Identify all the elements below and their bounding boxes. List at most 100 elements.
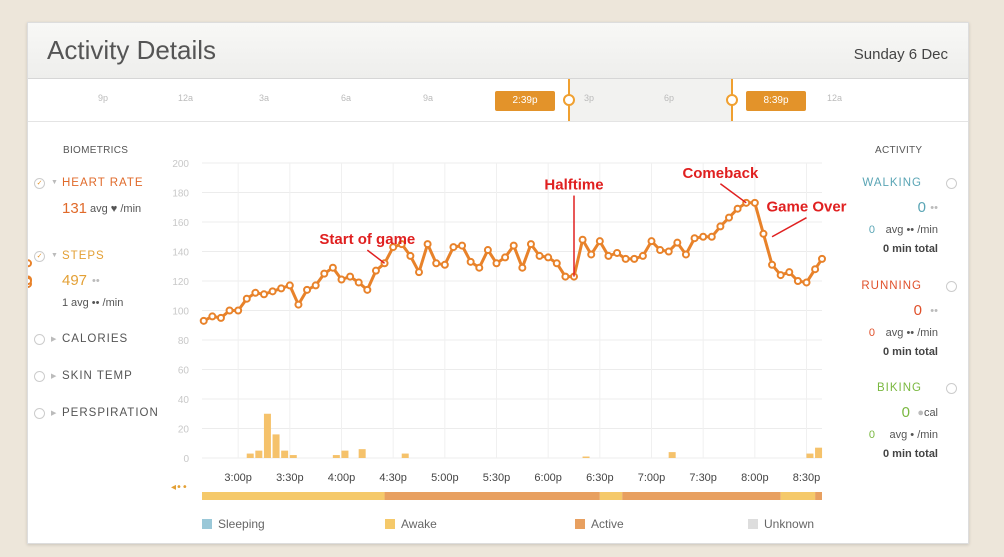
start-marker-handle[interactable]: [563, 94, 575, 106]
expand-triangle-icon[interactable]: ▶: [51, 373, 57, 380]
biking-check-icon[interactable]: [946, 383, 957, 394]
footprints-icon: ••: [930, 202, 938, 214]
heart-rate-point: [225, 306, 234, 315]
heart-rate-point: [397, 240, 406, 249]
steps-avg-value: 1: [62, 297, 69, 309]
activity-segment: [815, 492, 822, 500]
heart-rate-point: [260, 290, 268, 299]
heart-rate-point: [656, 246, 665, 255]
timeline-label: 9p: [98, 93, 109, 103]
heart-rate-point: [699, 232, 708, 241]
heart-rate-point: [630, 254, 639, 263]
y-tick-label: 100: [172, 307, 189, 318]
steps-avg-unit: avg •• /min: [71, 297, 124, 309]
y-tick-label: 120: [172, 277, 189, 288]
heart-rate-point: [526, 240, 535, 249]
heart-rate-point: [268, 287, 277, 296]
heart-rate-point: [320, 269, 329, 278]
x-tick-label: 4:00p: [328, 472, 356, 484]
y-tick-label: 180: [172, 189, 189, 200]
heart-rate-point: [303, 285, 312, 294]
biking-value-unit: cal: [923, 407, 938, 419]
timeline-label: 12a: [178, 93, 194, 103]
walking-check-icon[interactable]: [946, 178, 957, 189]
walking-avg-unit: avg •• /min: [885, 224, 938, 236]
expand-triangle-icon[interactable]: ▼: [51, 252, 58, 259]
timeline-scrubber[interactable]: 9p 12a 3a 6a 9a 3p 6p 12a 2:39p 8:39p: [28, 79, 968, 122]
expand-triangle-icon[interactable]: ▶: [51, 410, 57, 417]
activity-segment: [780, 492, 816, 500]
heart-rate-point: [28, 277, 32, 285]
steps-bar: [272, 434, 280, 458]
running-total: 0 min total: [882, 346, 938, 358]
biking-avg-unit: avg • /min: [889, 429, 938, 441]
heart-rate-point: [216, 313, 225, 322]
calories-label[interactable]: CALORIES: [62, 333, 129, 345]
running-label[interactable]: RUNNING: [861, 280, 922, 292]
expand-triangle-icon[interactable]: ▶: [51, 336, 57, 343]
steps-bar: [263, 413, 271, 458]
heart-rate-point: [501, 253, 510, 262]
steps-bar: [246, 453, 254, 458]
heart-rate-point: [466, 257, 475, 266]
heart-rate-point: [535, 251, 544, 260]
heart-rate-point: [802, 278, 811, 287]
biking-label[interactable]: BIKING: [877, 382, 922, 394]
end-time-flag[interactable]: 8:39p: [746, 91, 806, 111]
heart-rate-point: [475, 263, 484, 272]
steps-bar: [332, 455, 340, 458]
skin-temp-label[interactable]: SKIN TEMP: [62, 370, 133, 382]
heart-rate-point: [690, 234, 699, 243]
activity-heading: ACTIVITY: [875, 145, 923, 156]
heart-rate-point: [346, 272, 355, 281]
heart-rate-check-icon[interactable]: ✓: [34, 178, 45, 189]
steps-label[interactable]: STEPS: [62, 250, 105, 262]
steps-check-icon[interactable]: ✓: [34, 251, 45, 262]
heart-rate-point: [483, 246, 492, 255]
heart-rate-point: [716, 222, 725, 231]
activity-segment: [599, 492, 623, 500]
heart-rate-point: [518, 263, 527, 272]
end-marker-handle[interactable]: [726, 94, 738, 106]
steps-bar: [281, 450, 289, 458]
running-check-icon[interactable]: [946, 281, 957, 292]
heart-rate-point: [604, 251, 613, 260]
card-header: Activity Details Sunday 6 Dec: [28, 23, 968, 79]
running-avg-unit: avg •• /min: [885, 327, 938, 339]
heart-rate-point: [725, 213, 733, 222]
steps-bar: [341, 450, 349, 458]
timeline-selection[interactable]: [569, 79, 731, 121]
biking-total: 0 min total: [882, 448, 938, 460]
heart-rate-point: [587, 250, 596, 259]
heart-rate-point: [621, 254, 630, 263]
walking-label[interactable]: WALKING: [862, 177, 922, 189]
biking-value: 0: [901, 404, 910, 421]
x-tick-label: 8:00p: [741, 472, 769, 484]
steps-bar: [289, 455, 297, 458]
heart-rate-point: [759, 229, 768, 238]
y-tick-label: 60: [178, 366, 190, 377]
heart-rate-point: [818, 254, 826, 263]
steps-bar: [806, 453, 814, 458]
footprints-icon: ••: [92, 275, 100, 287]
start-time-flag[interactable]: 2:39p: [495, 91, 555, 111]
perspiration-label[interactable]: PERSPIRATION: [62, 407, 159, 419]
steps-value: 497: [62, 272, 88, 289]
expand-triangle-icon[interactable]: ▼: [51, 179, 58, 186]
heart-rate-unit: avg ♥ /min: [90, 203, 142, 215]
activity-segment: [202, 492, 385, 500]
perspiration-check-icon[interactable]: [34, 408, 45, 419]
heart-rate-point: [371, 266, 380, 275]
calories-check-icon[interactable]: [34, 334, 45, 345]
walking-avg-value: 0: [868, 224, 875, 236]
heart-rate-point: [793, 277, 802, 285]
annotation-pointer: [719, 183, 747, 204]
x-tick-label: 6:30p: [586, 472, 614, 484]
timeline-label: 6p: [664, 93, 675, 103]
timeline-label: 3a: [259, 93, 270, 103]
y-tick-label: 160: [172, 218, 189, 229]
steps-bar: [358, 449, 366, 458]
y-tick-label: 0: [183, 454, 189, 465]
heart-rate-label[interactable]: HEART RATE: [62, 177, 144, 189]
skin-temp-check-icon[interactable]: [34, 371, 45, 382]
